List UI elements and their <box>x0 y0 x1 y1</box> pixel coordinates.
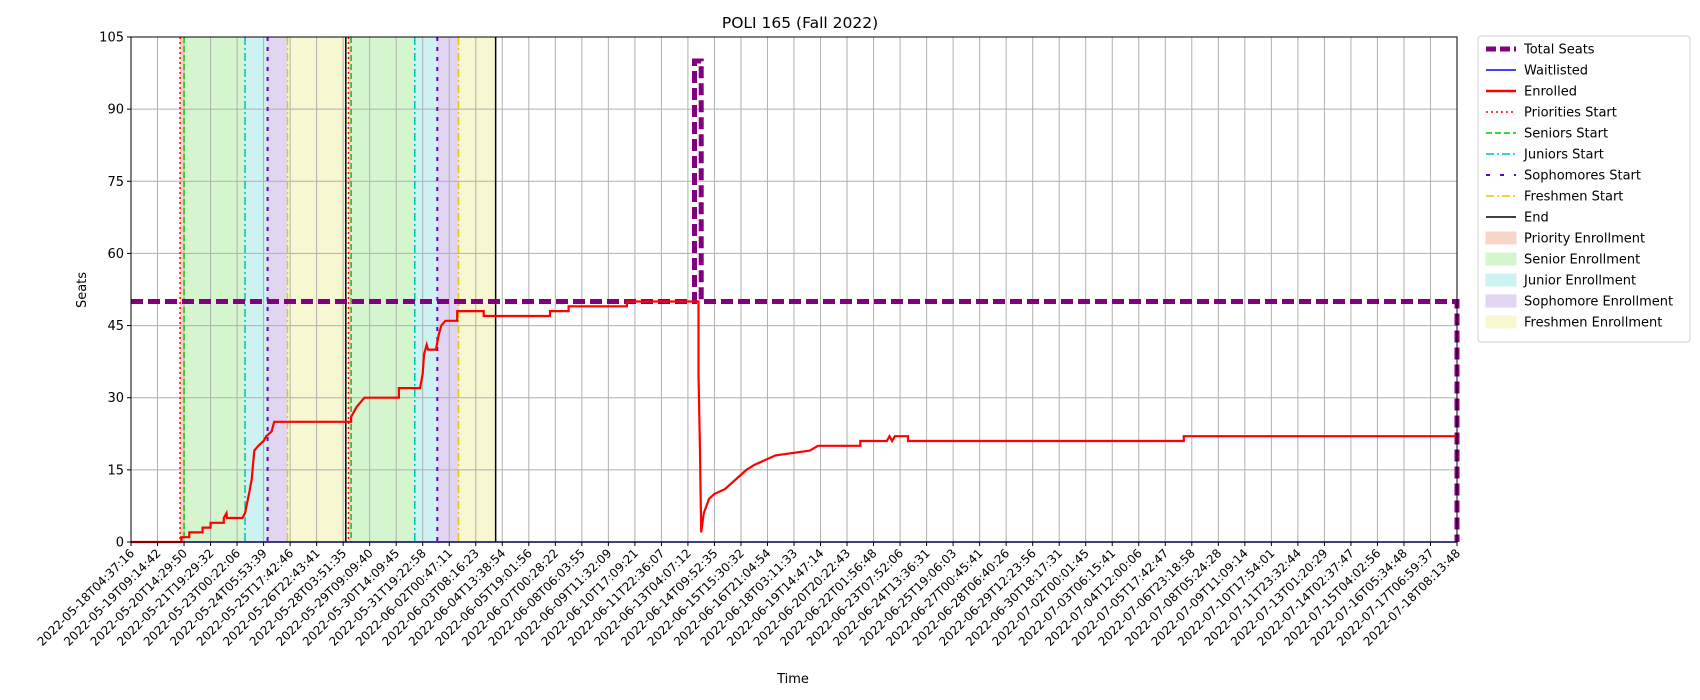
y-tick-label: 105 <box>99 31 124 46</box>
y-tick-label: 15 <box>107 463 124 478</box>
legend-label: Enrolled <box>1524 85 1577 100</box>
legend-swatch <box>1485 294 1517 308</box>
phase-bands <box>180 37 496 542</box>
legend-label: Freshmen Enrollment <box>1524 316 1662 331</box>
legend-label: Sophomore Enrollment <box>1524 295 1673 310</box>
legend-label: Total Seats <box>1523 43 1595 58</box>
legend-swatch <box>1485 315 1517 329</box>
y-axis: 0 15 30 45 60 75 90 105 <box>99 31 131 551</box>
prio-band <box>180 37 185 542</box>
junior-band <box>245 37 268 542</box>
prio-band <box>348 37 352 542</box>
legend-swatch <box>1485 231 1517 245</box>
soph-band <box>437 37 459 542</box>
soph-band <box>267 37 288 542</box>
fresh-band <box>458 37 496 542</box>
x-axis-label: Time <box>776 672 809 687</box>
legend-label: Junior Enrollment <box>1523 274 1636 289</box>
y-tick-label: 90 <box>107 103 124 118</box>
legend-label: Sophomores Start <box>1524 169 1641 184</box>
x-axis: 2022-05-18T04:37:162022-05-19T09:14:4220… <box>35 542 1463 649</box>
y-axis-label: Seats <box>75 272 90 308</box>
senior-band <box>184 37 246 542</box>
legend-label: End <box>1524 211 1549 226</box>
legend-swatch <box>1485 252 1517 266</box>
y-tick-label: 45 <box>107 319 124 334</box>
legend-label: Juniors Start <box>1523 148 1604 163</box>
legend: Total Seats Waitlisted Enrolled Priorities … <box>1477 35 1691 343</box>
senior-band <box>351 37 415 542</box>
legend-swatch <box>1485 273 1517 287</box>
legend-label: Waitlisted <box>1524 64 1588 79</box>
chart-title: POLI 165 (Fall 2022) <box>722 14 878 32</box>
y-tick-label: 30 <box>107 391 124 406</box>
y-tick-label: 75 <box>107 175 124 190</box>
legend-label: Freshmen Start <box>1524 190 1623 205</box>
phase-lines <box>179 37 497 542</box>
grid <box>130 36 1458 543</box>
legend-label: Priorities Start <box>1524 106 1617 121</box>
legend-box <box>1477 35 1691 343</box>
legend-label: Seniors Start <box>1524 127 1608 142</box>
junior-band <box>414 37 438 542</box>
y-tick-label: 60 <box>107 247 124 262</box>
y-tick-label: 0 <box>116 536 124 551</box>
legend-label: Senior Enrollment <box>1524 253 1640 268</box>
legend-label: Priority Enrollment <box>1524 232 1645 247</box>
enrolled-line <box>131 300 1457 544</box>
